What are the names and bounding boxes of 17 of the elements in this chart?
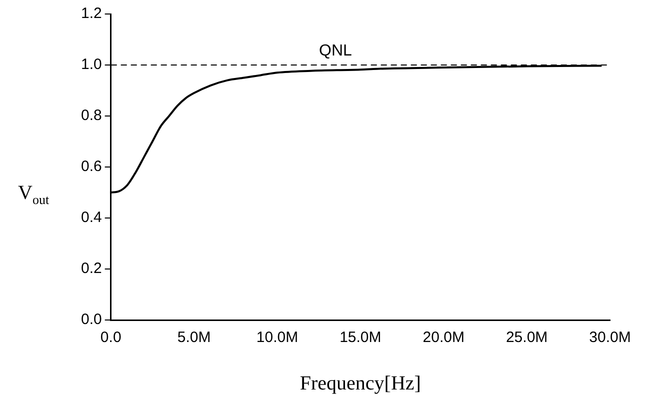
x-tick-label: 25.0M <box>506 329 548 346</box>
y-tick-label: 0.8 <box>80 107 102 124</box>
x-tick-label: 15.0M <box>340 329 382 346</box>
y-axis-title: V$_{out}$ <box>18 182 50 208</box>
y-tick-label: 0.4 <box>80 209 102 226</box>
y-tick-label: 1.0 <box>80 56 102 74</box>
y-tick-label: 0.0 <box>80 311 102 328</box>
ref-line-label: QNL <box>319 42 352 60</box>
x-tick-label: 5.0M <box>177 329 211 346</box>
y-tick-label: 0.2 <box>80 260 102 278</box>
y-tick-label: 1.2 <box>80 5 102 22</box>
x-axis-title: Frequency[Hz] <box>300 372 421 394</box>
x-tick-label: 30.0M <box>589 329 631 346</box>
x-tick-label: 20.0M <box>422 329 464 346</box>
x-tick-label: 0.0 <box>100 329 122 346</box>
y-tick-label: 0.6 <box>80 158 102 176</box>
x-tick-label: 10.0M <box>256 329 298 346</box>
